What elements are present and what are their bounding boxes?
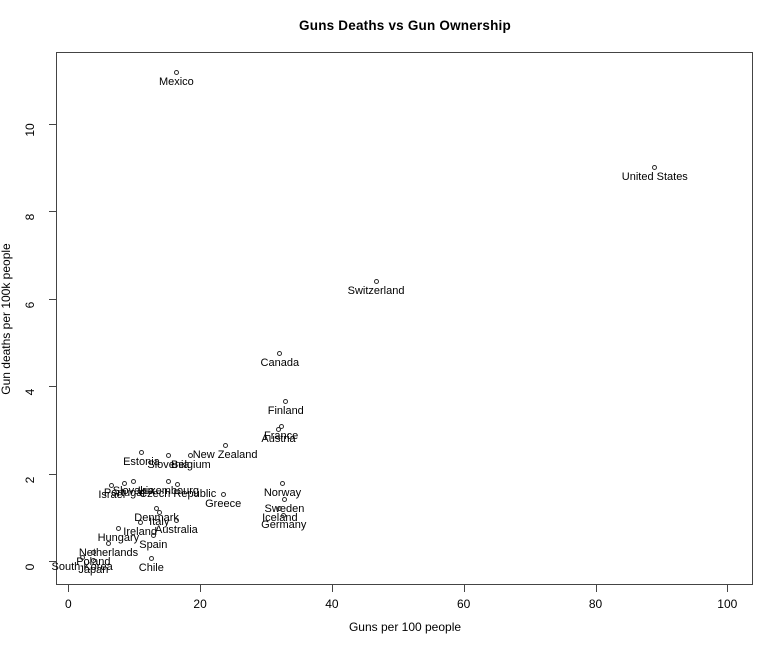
x-tick-mark bbox=[463, 585, 465, 592]
y-tick-label: 6 bbox=[23, 301, 37, 309]
point-label: Sweden bbox=[264, 503, 305, 516]
data-point bbox=[121, 480, 127, 486]
point-label: Luxembourg bbox=[137, 485, 200, 498]
point-label: Denmark bbox=[134, 511, 179, 524]
y-tick-label: 4 bbox=[23, 388, 37, 396]
point-label: Spain bbox=[139, 539, 168, 552]
point-label: Australia bbox=[154, 524, 198, 537]
x-tick-label: 60 bbox=[457, 597, 471, 611]
x-tick-label: 40 bbox=[325, 597, 339, 611]
data-point bbox=[188, 453, 194, 459]
y-tick-label: 2 bbox=[23, 476, 37, 483]
x-tick-label: 80 bbox=[588, 597, 603, 611]
point-label: Israel bbox=[98, 489, 126, 502]
point-label: Portugal bbox=[103, 486, 145, 499]
point-label: Canada bbox=[260, 356, 300, 369]
y-tick-mark bbox=[49, 298, 56, 300]
point-label: Chile bbox=[138, 562, 164, 575]
data-point bbox=[652, 165, 658, 171]
point-label: Mexico bbox=[158, 76, 194, 89]
data-point bbox=[154, 505, 160, 511]
x-tick-label: 20 bbox=[193, 597, 207, 611]
data-point bbox=[173, 518, 179, 524]
data-point bbox=[373, 278, 379, 284]
point-label: Slovenia bbox=[147, 459, 190, 472]
x-tick-mark bbox=[727, 585, 729, 592]
data-point bbox=[90, 557, 96, 563]
y-tick-label: 8 bbox=[23, 214, 37, 221]
data-point bbox=[90, 549, 96, 555]
y-tick-mark bbox=[49, 211, 56, 213]
x-tick-mark bbox=[331, 585, 333, 592]
point-label: Greece bbox=[205, 497, 242, 510]
data-point bbox=[156, 509, 162, 515]
y-tick-mark bbox=[49, 561, 56, 562]
data-point bbox=[277, 350, 283, 356]
data-point bbox=[276, 427, 282, 433]
y-tick-label: 10 bbox=[23, 123, 37, 137]
data-point bbox=[105, 541, 111, 547]
data-point bbox=[173, 70, 179, 76]
point-label: Switzerland bbox=[347, 284, 405, 297]
data-point bbox=[131, 478, 137, 484]
point-label: Italy bbox=[149, 515, 170, 528]
point-label: Estonia bbox=[123, 455, 160, 468]
data-point bbox=[283, 398, 289, 404]
x-tick-label: 0 bbox=[64, 597, 72, 611]
x-tick-mark bbox=[200, 585, 202, 592]
data-point bbox=[150, 533, 156, 539]
point-label: South Korea bbox=[51, 561, 113, 573]
point-label: Japan bbox=[78, 563, 109, 576]
point-label: Austria bbox=[261, 433, 296, 446]
point-label: Hungary bbox=[97, 532, 140, 545]
point-label: Czech Republic bbox=[139, 488, 217, 501]
point-label: Finland bbox=[267, 404, 304, 417]
data-point bbox=[281, 497, 287, 503]
x-tick-mark bbox=[68, 585, 70, 592]
data-point bbox=[79, 555, 85, 560]
data-point bbox=[220, 491, 226, 497]
y-tick-mark bbox=[49, 473, 56, 475]
data-point bbox=[165, 453, 171, 459]
data-point bbox=[148, 556, 154, 562]
point-label: France bbox=[264, 430, 299, 443]
plot-area bbox=[56, 52, 753, 585]
point-label: Netherlands bbox=[78, 547, 139, 560]
data-point bbox=[175, 482, 181, 488]
point-label: Norway bbox=[263, 487, 302, 500]
x-axis-title: Guns per 100 people bbox=[348, 620, 462, 634]
y-tick-mark bbox=[49, 124, 56, 125]
point-label: Iceland bbox=[262, 512, 298, 525]
data-point bbox=[279, 481, 285, 487]
data-point bbox=[115, 526, 121, 532]
point-label: Ireland bbox=[123, 525, 157, 538]
point-label: Slovakia bbox=[112, 484, 155, 497]
y-tick-mark bbox=[49, 386, 56, 388]
point-label: Germany bbox=[261, 519, 307, 532]
point-label: New Zealand bbox=[192, 449, 258, 462]
data-point bbox=[137, 519, 143, 525]
point-label: United States bbox=[621, 171, 688, 184]
data-point bbox=[109, 483, 115, 489]
data-point bbox=[278, 424, 284, 430]
x-tick-label: 100 bbox=[717, 597, 738, 611]
data-point bbox=[165, 479, 171, 485]
y-tick-label: 0 bbox=[23, 563, 37, 571]
x-tick-mark bbox=[595, 585, 597, 592]
chart-title: Guns Deaths vs Gun Ownership bbox=[299, 18, 511, 33]
data-point bbox=[222, 443, 228, 449]
point-label: Belgium bbox=[170, 459, 211, 472]
data-point bbox=[138, 449, 144, 455]
y-axis-title: Gun deaths per 100k people bbox=[0, 243, 13, 395]
